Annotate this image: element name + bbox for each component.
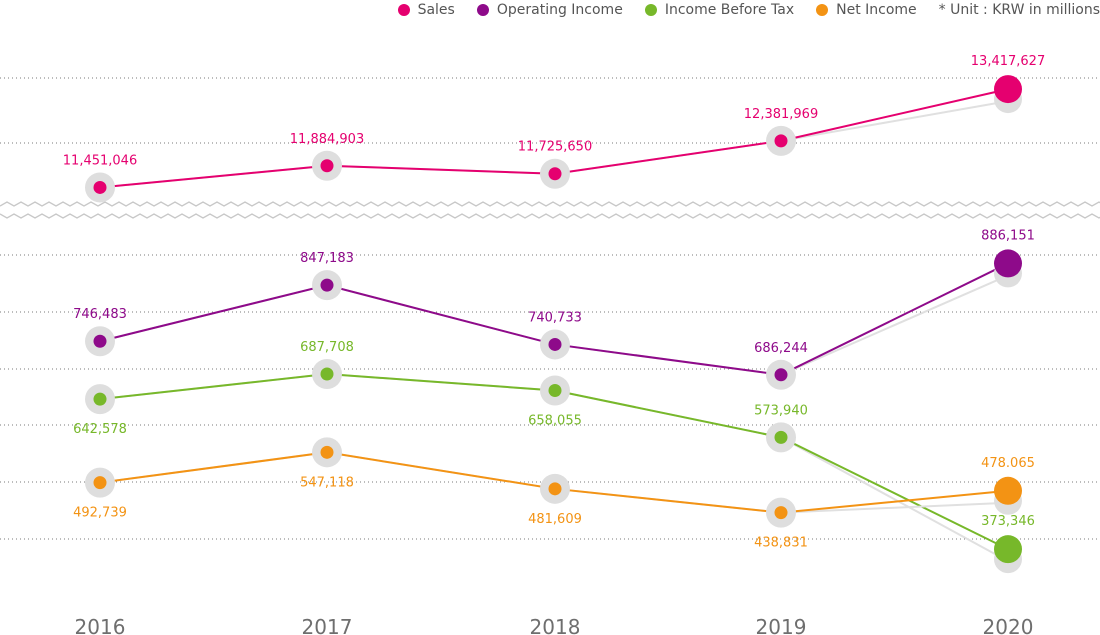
legend-dot-sales — [397, 4, 410, 16]
net-income-label-2020: 478.065 — [981, 456, 1035, 471]
operating-income-label-2016: 746,483 — [73, 307, 127, 322]
sales-point-2019 — [774, 134, 788, 148]
sales-point-2020 — [994, 75, 1022, 104]
net-income-label-2016: 492,739 — [73, 506, 127, 521]
sales-point-2018 — [548, 167, 562, 181]
legend-label-sales: Sales — [417, 2, 455, 18]
legend-label-net-income: Net Income — [836, 2, 917, 18]
sales-label-2016: 11,451,046 — [63, 153, 137, 168]
operating-income-label-2019: 686,244 — [754, 341, 808, 356]
legend: Sales Operating Income Income Before Tax… — [397, 0, 1100, 20]
sales-label-2018: 11,725,650 — [518, 140, 592, 155]
income-before-tax-label-2019: 573,940 — [754, 403, 808, 418]
net-income-point-2016 — [93, 476, 107, 490]
sales-point-2016 — [93, 180, 107, 194]
operating-income-point-2020 — [994, 249, 1022, 278]
x-tick-label-2020: 2020 — [983, 615, 1034, 635]
income-before-tax-label-2018: 658,055 — [528, 414, 582, 429]
x-tick-label-2018: 2018 — [530, 615, 581, 635]
income-before-tax-label-2017: 687,708 — [300, 340, 354, 355]
net-income-point-2018 — [548, 482, 562, 496]
operating-income-label-2018: 740,733 — [528, 310, 582, 325]
legend-item-income-before-tax[interactable]: Income Before Tax — [644, 2, 795, 18]
sales-label-2020: 13,417,627 — [971, 54, 1045, 69]
unit-note: * Unit : KRW in millions — [938, 2, 1100, 18]
operating-income-point-2016 — [93, 334, 107, 348]
operating-income-label-2017: 847,183 — [300, 251, 354, 266]
net-income-point-2017 — [320, 445, 334, 459]
x-tick-label-2019: 2019 — [756, 615, 807, 635]
income-before-tax-point-2019 — [774, 430, 788, 444]
legend-dot-operating-income — [476, 4, 489, 16]
legend-label-income-before-tax: Income Before Tax — [664, 2, 795, 18]
operating-income-point-2018 — [548, 337, 562, 351]
x-tick-label-2016: 2016 — [75, 615, 126, 635]
sales-label-2019: 12,381,969 — [744, 107, 818, 122]
axis-break-bottom — [0, 213, 1100, 219]
income-before-tax-point-2020 — [994, 535, 1022, 564]
sales-label-2017: 11,884,903 — [290, 132, 364, 147]
sales-point-2017 — [320, 159, 334, 173]
net-income-label-2017: 547,118 — [300, 475, 354, 490]
x-tick-label-2017: 2017 — [302, 615, 353, 635]
legend-item-net-income[interactable]: Net Income — [816, 2, 917, 18]
legend-item-operating-income[interactable]: Operating Income — [476, 2, 623, 18]
income-before-tax-point-2017 — [320, 367, 334, 381]
income-before-tax-point-2016 — [93, 392, 107, 406]
income-before-tax-label-2016: 642,578 — [73, 422, 127, 437]
legend-item-sales[interactable]: Sales — [397, 2, 455, 18]
net-income-point-2019 — [774, 506, 788, 520]
legend-dot-net-income — [816, 4, 829, 16]
income-before-tax-label-2020: 373,346 — [981, 514, 1035, 529]
net-income-point-2020 — [994, 476, 1022, 505]
income-before-tax-point-2018 — [548, 384, 562, 398]
operating-income-point-2017 — [320, 278, 334, 292]
operating-income-point-2019 — [774, 368, 788, 382]
legend-label-operating-income: Operating Income — [496, 2, 623, 18]
net-income-label-2019: 438,831 — [754, 536, 808, 551]
legend-dot-income-before-tax — [644, 4, 657, 16]
operating-income-label-2020: 886,151 — [981, 228, 1035, 243]
net-income-label-2018: 481,609 — [528, 512, 582, 527]
axis-break-top — [0, 201, 1100, 207]
